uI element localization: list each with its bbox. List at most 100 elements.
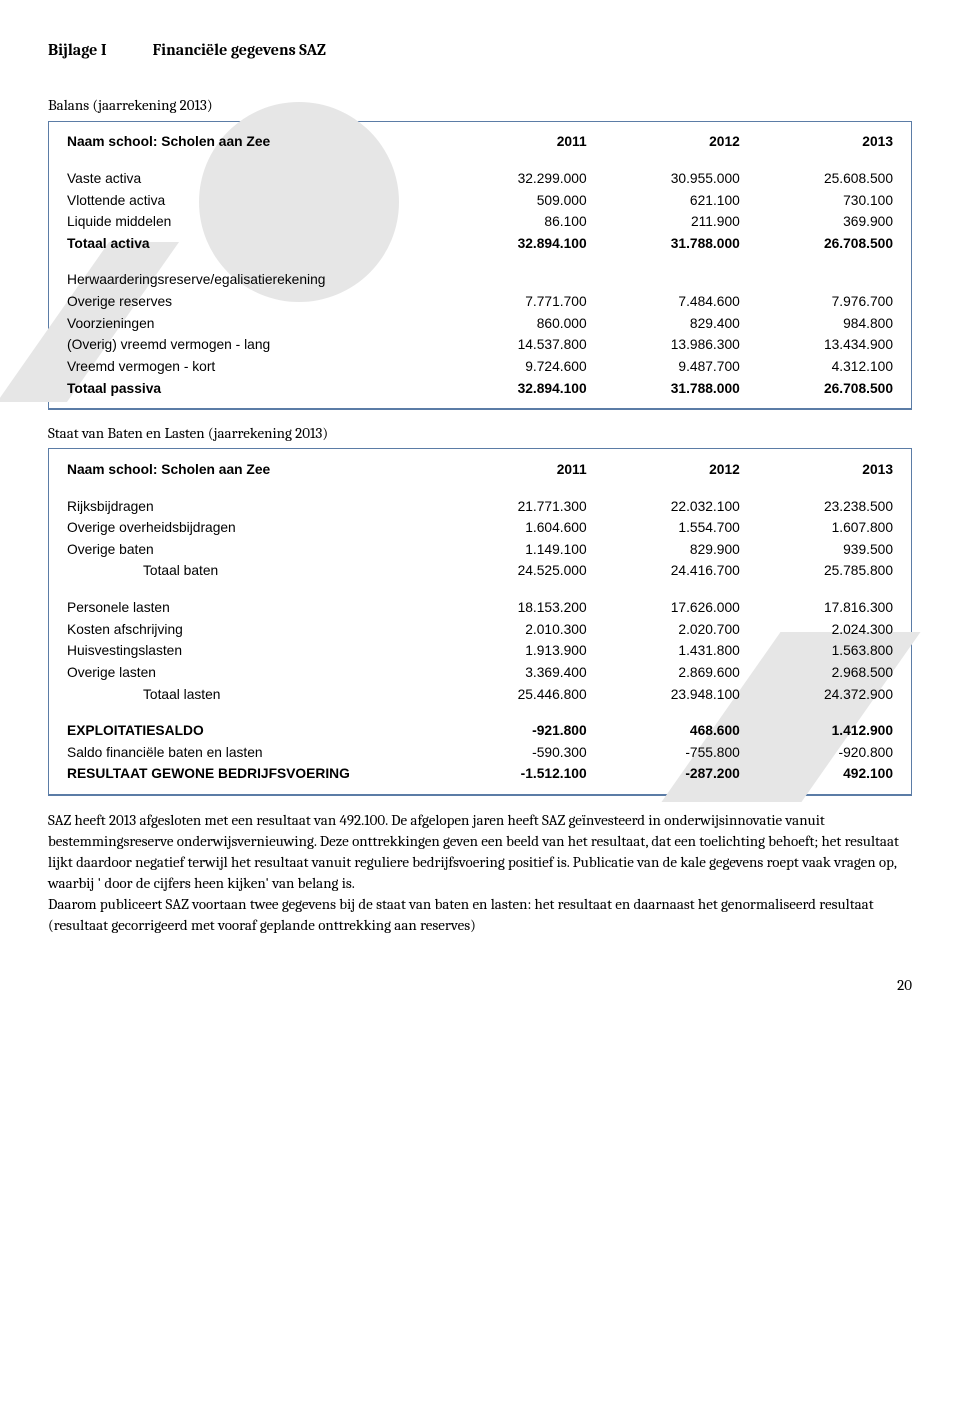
cell-value: 730.100: [744, 190, 897, 212]
year-col: 2012: [591, 459, 744, 481]
table-row: Voorzieningen860.000829.400984.800: [63, 313, 897, 335]
cell-value: 30.955.000: [591, 168, 744, 190]
table-row: Overige lasten3.369.4002.869.6002.968.50…: [63, 662, 897, 684]
cell-value: 13.986.300: [591, 335, 744, 357]
row-label: Saldo financiële baten en lasten: [63, 742, 437, 764]
cell-value: 86.100: [437, 212, 590, 234]
cell-value: 22.032.100: [591, 496, 744, 518]
balans-heading: Balans (jaarrekening 2013): [48, 96, 912, 115]
cell-value: -1.512.100: [437, 764, 590, 786]
cell-value: 492.100: [744, 764, 897, 786]
cell-value: 1.913.900: [437, 641, 590, 663]
table-row: Saldo financiële baten en lasten-590.300…: [63, 742, 897, 764]
page-header: Bijlage I Financiële gegevens SAZ: [48, 40, 912, 60]
cell-value: 1.431.800: [591, 641, 744, 663]
staat-table-wrap: Naam school: Scholen aan Zee 2011 2012 2…: [48, 448, 912, 795]
cell-value: 2.968.500: [744, 662, 897, 684]
table-row: Vlottende activa509.000621.100730.100: [63, 190, 897, 212]
cell-value: 7.484.600: [591, 292, 744, 314]
cell-value: 211.900: [591, 212, 744, 234]
cell-value: 26.708.500: [744, 233, 897, 255]
cell-value: 31.788.000: [591, 378, 744, 400]
cell-value: 468.600: [591, 721, 744, 743]
cell-value: 621.100: [591, 190, 744, 212]
row-label: Overige baten: [63, 539, 437, 561]
cell-value: 18.153.200: [437, 598, 590, 620]
cell-value: 25.446.800: [437, 684, 590, 706]
cell-value: [591, 270, 744, 292]
row-label: RESULTAAT GEWONE BEDRIJFSVOERING: [63, 764, 437, 786]
table-row: Liquide middelen86.100211.900369.900: [63, 212, 897, 234]
cell-value: 860.000: [437, 313, 590, 335]
row-label: Overige lasten: [63, 662, 437, 684]
row-label: Vaste activa: [63, 168, 437, 190]
cell-value: 24.525.000: [437, 561, 590, 583]
table-row: Totaal passiva32.894.10031.788.00026.708…: [63, 378, 897, 400]
cell-value: 369.900: [744, 212, 897, 234]
row-label: (Overig) vreemd vermogen - lang: [63, 335, 437, 357]
row-label: Voorzieningen: [63, 313, 437, 335]
cell-value: [744, 270, 897, 292]
cell-value: 1.604.600: [437, 518, 590, 540]
cell-value: 9.724.600: [437, 356, 590, 378]
cell-value: 939.500: [744, 539, 897, 561]
table-row: Rijksbijdragen21.771.30022.032.10023.238…: [63, 496, 897, 518]
cell-value: 9.487.700: [591, 356, 744, 378]
row-label: Personele lasten: [63, 598, 437, 620]
school-name: Naam school: Scholen aan Zee: [63, 459, 437, 481]
body-paragraph: SAZ heeft 2013 afgesloten met een result…: [48, 810, 912, 936]
table-row: Herwaarderingsreserve/egalisatierekening: [63, 270, 897, 292]
cell-value: 1.563.800: [744, 641, 897, 663]
cell-value: 1.554.700: [591, 518, 744, 540]
table-header-row: Naam school: Scholen aan Zee 2011 2012 2…: [63, 132, 897, 154]
table-row: Huisvestingslasten1.913.9001.431.8001.56…: [63, 641, 897, 663]
row-label: Totaal baten: [63, 561, 437, 583]
year-col: 2013: [744, 132, 897, 154]
cell-value: -755.800: [591, 742, 744, 764]
year-col: 2012: [591, 132, 744, 154]
table-row: Totaal lasten25.446.80023.948.10024.372.…: [63, 684, 897, 706]
staat-table: Naam school: Scholen aan Zee 2011 2012 2…: [63, 459, 897, 785]
row-label: Totaal lasten: [63, 684, 437, 706]
table-row: Vreemd vermogen - kort9.724.6009.487.700…: [63, 356, 897, 378]
cell-value: 2.010.300: [437, 619, 590, 641]
table-row: Personele lasten18.153.20017.626.00017.8…: [63, 598, 897, 620]
cell-value: -920.800: [744, 742, 897, 764]
row-label: Liquide middelen: [63, 212, 437, 234]
cell-value: 17.626.000: [591, 598, 744, 620]
table-row: Totaal activa32.894.10031.788.00026.708.…: [63, 233, 897, 255]
cell-value: 3.369.400: [437, 662, 590, 684]
balans-table: Naam school: Scholen aan Zee 2011 2012 2…: [63, 132, 897, 400]
cell-value: -921.800: [437, 721, 590, 743]
table-row: Overige reserves7.771.7007.484.6007.976.…: [63, 292, 897, 314]
row-label: Overige reserves: [63, 292, 437, 314]
cell-value: 1.149.100: [437, 539, 590, 561]
table-row: Vaste activa32.299.00030.955.00025.608.5…: [63, 168, 897, 190]
cell-value: 13.434.900: [744, 335, 897, 357]
table-row: (Overig) vreemd vermogen - lang14.537.80…: [63, 335, 897, 357]
cell-value: 7.976.700: [744, 292, 897, 314]
row-label: Totaal activa: [63, 233, 437, 255]
row-label: Overige overheidsbijdragen: [63, 518, 437, 540]
bijlage-label: Bijlage I: [48, 41, 107, 59]
cell-value: 32.894.100: [437, 378, 590, 400]
cell-value: 829.900: [591, 539, 744, 561]
page-title: Financiële gegevens SAZ: [153, 41, 326, 59]
row-label: Vlottende activa: [63, 190, 437, 212]
year-col: 2011: [437, 459, 590, 481]
table-row: Overige baten1.149.100829.900939.500: [63, 539, 897, 561]
table-header-row: Naam school: Scholen aan Zee 2011 2012 2…: [63, 459, 897, 481]
row-label: EXPLOITATIESALDO: [63, 721, 437, 743]
cell-value: 829.400: [591, 313, 744, 335]
cell-value: -590.300: [437, 742, 590, 764]
staat-heading: Staat van Baten en Lasten (jaarrekening …: [48, 424, 912, 443]
row-label: Herwaarderingsreserve/egalisatierekening: [63, 270, 437, 292]
table-row: Kosten afschrijving2.010.3002.020.7002.0…: [63, 619, 897, 641]
cell-value: 23.948.100: [591, 684, 744, 706]
cell-value: 7.771.700: [437, 292, 590, 314]
cell-value: 25.785.800: [744, 561, 897, 583]
year-col: 2013: [744, 459, 897, 481]
table-row: Totaal baten24.525.00024.416.70025.785.8…: [63, 561, 897, 583]
cell-value: 23.238.500: [744, 496, 897, 518]
cell-value: 31.788.000: [591, 233, 744, 255]
